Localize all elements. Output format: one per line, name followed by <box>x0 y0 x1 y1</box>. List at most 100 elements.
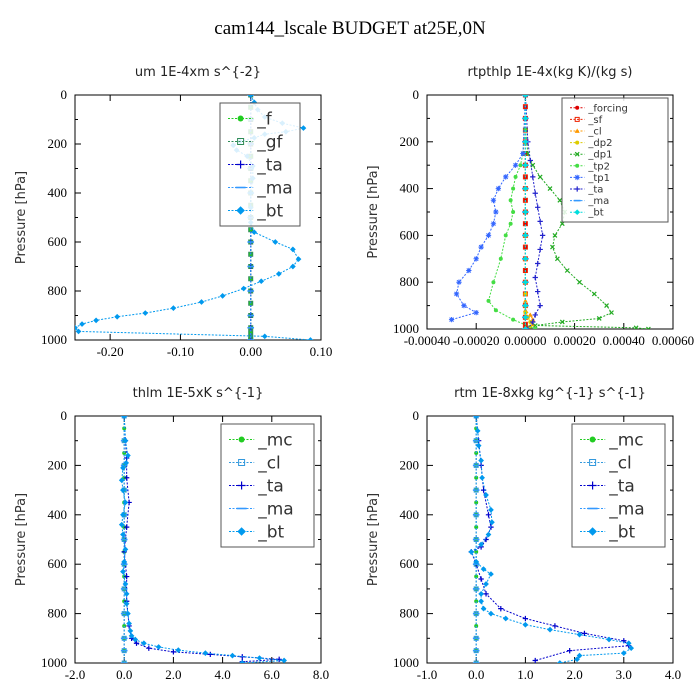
legend-label: _mc <box>257 430 292 450</box>
data-point <box>474 599 479 604</box>
data-point <box>577 279 582 285</box>
data-point <box>473 416 480 419</box>
data-point <box>533 327 538 329</box>
legend-box <box>561 97 669 223</box>
legend-label: _ma <box>256 178 292 198</box>
data-point <box>478 598 484 605</box>
data-point <box>522 232 529 239</box>
data-point <box>453 291 460 297</box>
data-point <box>508 198 513 203</box>
x-tick-label: -0.00020 <box>453 333 500 348</box>
data-point <box>483 591 489 597</box>
data-point <box>123 600 130 607</box>
data-point <box>604 303 610 309</box>
data-point <box>126 620 132 627</box>
data-point <box>478 457 484 464</box>
legend-marker <box>236 160 245 169</box>
data-point <box>300 125 307 131</box>
data-point <box>79 321 85 327</box>
data-point <box>503 174 509 180</box>
legend-label: _gf <box>256 132 283 152</box>
legend-label: _cl <box>608 453 632 473</box>
data-point <box>522 326 529 329</box>
y-tick-label: 600 <box>48 234 68 249</box>
data-point <box>202 650 209 656</box>
y-tick-label: 0 <box>413 408 420 423</box>
data-point <box>466 267 472 274</box>
y-tick-label: 200 <box>400 134 420 149</box>
series-line-tp2 <box>487 95 536 329</box>
data-point <box>261 333 268 340</box>
data-point <box>125 610 131 617</box>
data-point <box>535 204 541 210</box>
panel-title: rtpthlp 1E-4x(kg K)/(kg s) <box>468 65 633 80</box>
data-point <box>625 640 632 647</box>
legend-label: _dp2 <box>587 138 612 149</box>
data-point <box>522 314 529 321</box>
data-point <box>557 197 563 203</box>
data-point <box>123 590 130 597</box>
data-point <box>122 451 127 456</box>
x-tick-label: 6.0 <box>264 667 280 682</box>
data-point <box>483 581 489 587</box>
data-point <box>468 548 475 555</box>
data-point <box>511 317 516 322</box>
data-point <box>239 660 246 663</box>
data-point <box>581 630 588 637</box>
x-tick-label: -1.0 <box>417 667 438 682</box>
data-point <box>121 416 128 419</box>
legend-label: _bt <box>608 522 635 542</box>
data-point <box>122 623 127 628</box>
data-point <box>596 316 602 321</box>
chart-panel-2: rtpthlp 1E-4x(kg K)/(kg s) Pressure [hPa]… <box>366 65 694 348</box>
y-tick-label: 1000 <box>393 655 419 670</box>
y-tick-label: 200 <box>400 457 420 472</box>
data-point <box>133 640 140 646</box>
legend-label: _cl <box>587 127 601 138</box>
data-point <box>522 279 529 286</box>
data-point <box>479 474 485 481</box>
x-tick-label: 0.00040 <box>603 333 645 348</box>
y-tick-label: 0 <box>61 408 68 423</box>
data-point <box>219 293 226 299</box>
data-point <box>486 298 491 303</box>
chart-panel-3: thlm 1E-5xK s^{-1} Pressure [hPa] 0 200 400 6… <box>14 386 329 682</box>
y-axis-label: Pressure [hPa] <box>366 165 381 258</box>
y-tick-label: 800 <box>48 283 68 298</box>
data-point <box>485 531 492 538</box>
legend-marker <box>588 481 597 490</box>
data-point <box>498 605 504 612</box>
data-point <box>474 475 479 480</box>
data-point <box>272 239 279 245</box>
data-point <box>550 244 555 250</box>
data-point <box>478 590 484 597</box>
data-point <box>127 628 134 634</box>
data-point <box>537 218 543 225</box>
data-point <box>489 519 495 526</box>
x-tick-label: -0.10 <box>167 344 194 359</box>
data-point <box>522 162 529 169</box>
chart-panel-4: rtm 1E-8xkg kg^{-1} s^{-1} Pressure [hPa]… <box>366 386 681 682</box>
data-point <box>493 209 499 215</box>
data-point <box>522 185 529 192</box>
data-point <box>522 174 528 180</box>
x-tick-label: 8.0 <box>313 667 329 682</box>
data-point <box>240 285 247 292</box>
data-point <box>609 310 614 316</box>
data-point <box>518 163 523 168</box>
x-tick-label: 0.00020 <box>553 333 595 348</box>
y-tick-label: 400 <box>48 185 68 200</box>
data-point <box>535 288 541 295</box>
data-point <box>523 291 528 296</box>
data-point <box>530 174 536 180</box>
series-line-ta <box>524 95 544 329</box>
x-tick-label: -0.00040 <box>404 333 451 348</box>
data-point <box>556 660 563 663</box>
data-point <box>275 270 282 277</box>
y-tick-label: 400 <box>48 507 68 522</box>
data-point <box>295 256 302 263</box>
data-point <box>448 316 455 323</box>
data-point <box>591 291 597 297</box>
data-point <box>120 487 126 493</box>
data-point <box>258 278 265 285</box>
